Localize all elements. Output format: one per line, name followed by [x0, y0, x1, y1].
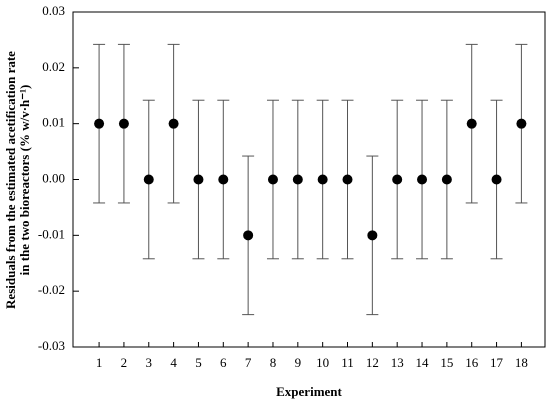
- point: [292, 174, 303, 185]
- x-tick-label: 5: [195, 355, 202, 370]
- x-tick-label: 12: [366, 355, 379, 370]
- y-tick-label: -0.02: [38, 282, 65, 297]
- x-tick-label: 6: [220, 355, 227, 370]
- x-tick-label: 2: [121, 355, 128, 370]
- y-axis-title: Residuals from the estimated acetificati…: [3, 51, 32, 309]
- y-axis-title-line: Residuals from the estimated acetificati…: [3, 51, 18, 309]
- point: [94, 118, 105, 129]
- x-tick-label: 11: [341, 355, 354, 370]
- x-tick-label: 1: [96, 355, 103, 370]
- x-axis-title: Experiment: [276, 384, 342, 399]
- y-tick-label: -0.03: [38, 338, 65, 353]
- x-tick-label: 7: [245, 355, 252, 370]
- x-tick-label: 18: [515, 355, 528, 370]
- point: [317, 174, 328, 185]
- y-tick-label: 0.02: [42, 59, 65, 74]
- point: [392, 174, 403, 185]
- x-tick-label: 10: [316, 355, 329, 370]
- point: [466, 118, 477, 129]
- y-axis-title-line: in the two bioreactors (% w/v·h⁻¹): [17, 85, 32, 276]
- x-tick-label: 3: [146, 355, 153, 370]
- x-tick-label: 15: [440, 355, 453, 370]
- x-tick-label: 4: [170, 355, 177, 370]
- point: [516, 118, 527, 129]
- point: [441, 174, 452, 185]
- x-tick-label: 14: [416, 355, 430, 370]
- point: [342, 174, 353, 185]
- point: [243, 230, 254, 241]
- y-tick-label: 0.00: [42, 170, 65, 185]
- point: [218, 174, 229, 185]
- x-tick-label: 13: [391, 355, 404, 370]
- point: [143, 174, 154, 185]
- y-tick-label: -0.01: [38, 226, 65, 241]
- x-tick-label: 17: [490, 355, 504, 370]
- x-tick-label: 16: [465, 355, 479, 370]
- y-tick-label: 0.01: [42, 115, 65, 130]
- point: [168, 118, 179, 129]
- y-tick-label: 0.03: [42, 3, 65, 18]
- x-tick-label: 9: [295, 355, 302, 370]
- point: [491, 174, 502, 185]
- x-tick-label: 8: [270, 355, 277, 370]
- point: [417, 174, 428, 185]
- point: [367, 230, 378, 241]
- point: [118, 118, 129, 129]
- point: [267, 174, 278, 185]
- point: [193, 174, 204, 185]
